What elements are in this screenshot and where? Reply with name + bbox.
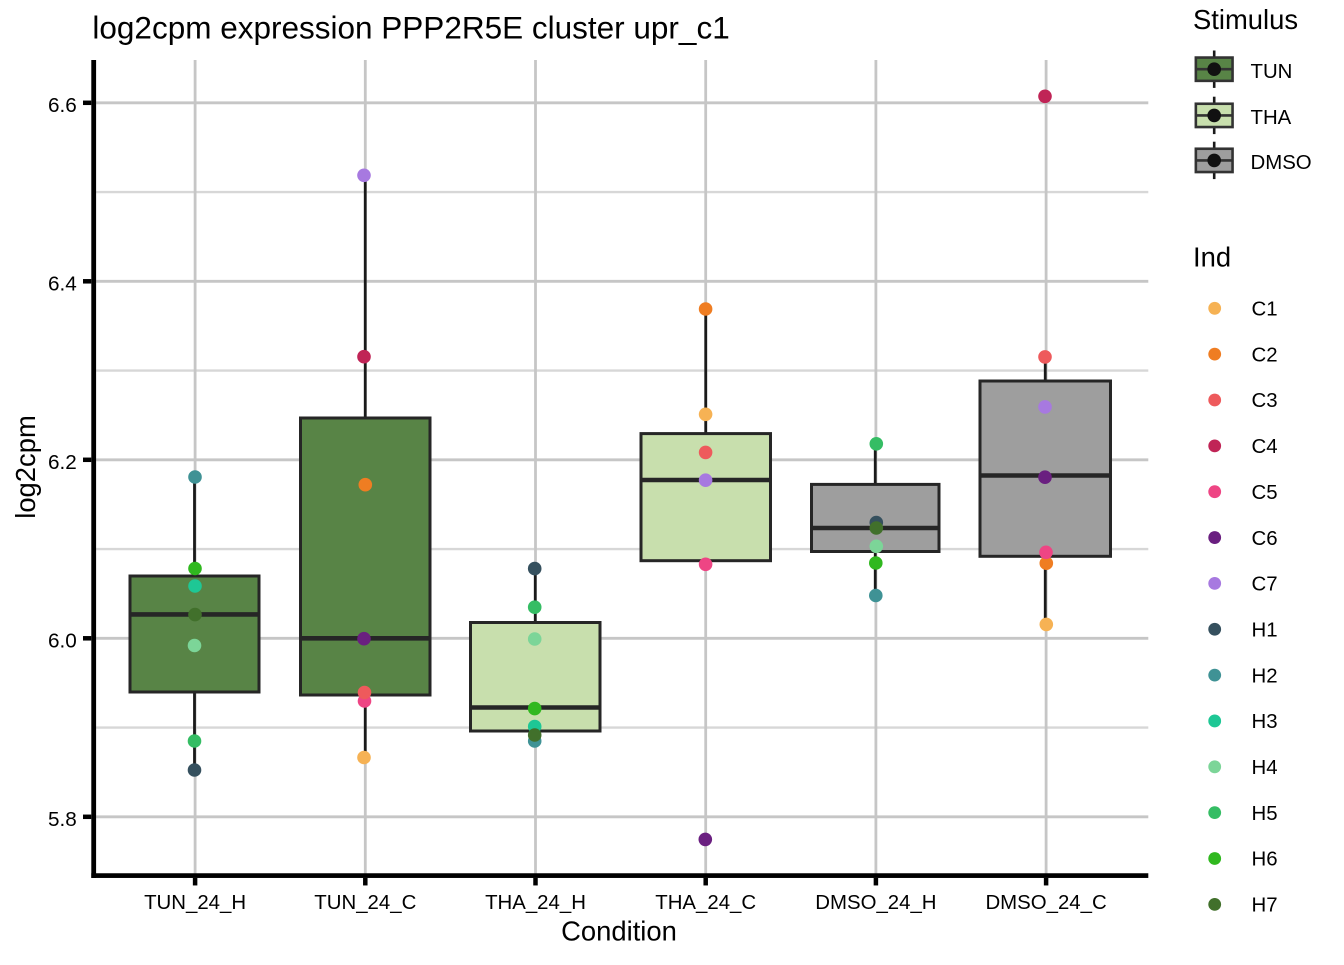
svg-text:DMSO_24_C: DMSO_24_C [985,892,1106,914]
svg-text:H5: H5 [1252,803,1278,825]
svg-text:H7: H7 [1252,895,1278,917]
svg-text:6.6: 6.6 [48,94,77,117]
svg-text:Stimulus: Stimulus [1193,4,1298,35]
svg-text:THA: THA [1251,107,1292,129]
svg-text:TUN_24_C: TUN_24_C [314,892,416,914]
svg-text:6.0: 6.0 [48,630,77,653]
svg-text:H2: H2 [1252,665,1278,687]
svg-text:Condition: Condition [561,916,677,947]
svg-text:DMSO_24_H: DMSO_24_H [815,892,936,914]
svg-text:C4: C4 [1252,436,1278,458]
svg-text:H6: H6 [1252,849,1278,871]
svg-text:THA_24_C: THA_24_C [655,892,756,914]
svg-text:6.4: 6.4 [48,273,77,296]
svg-text:THA_24_H: THA_24_H [485,892,586,914]
svg-text:H3: H3 [1252,711,1278,733]
svg-text:C5: C5 [1252,482,1278,504]
svg-text:C6: C6 [1252,528,1278,550]
svg-text:log2cpm: log2cpm [10,415,41,519]
svg-text:DMSO: DMSO [1251,152,1312,174]
svg-text:H1: H1 [1252,619,1278,641]
svg-text:6.2: 6.2 [48,451,77,474]
svg-text:C7: C7 [1252,574,1278,596]
svg-text:H4: H4 [1252,757,1278,779]
svg-text:C1: C1 [1252,299,1278,321]
svg-text:TUN_24_H: TUN_24_H [144,892,246,914]
svg-text:5.8: 5.8 [48,808,77,831]
svg-text:TUN: TUN [1251,61,1293,83]
svg-text:C2: C2 [1252,344,1278,366]
svg-text:log2cpm expression PPP2R5E clu: log2cpm expression PPP2R5E cluster upr_c… [92,9,729,45]
svg-text:Ind: Ind [1193,242,1231,273]
svg-text:C3: C3 [1252,390,1278,412]
